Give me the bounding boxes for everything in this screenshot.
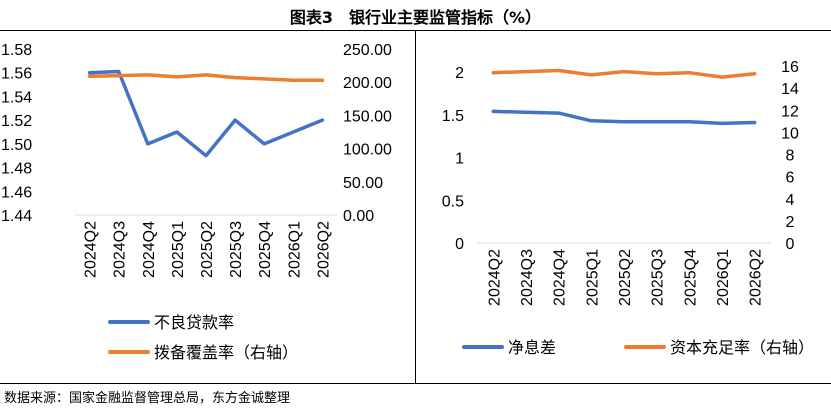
right-axis-tick-label: 8 [786, 148, 795, 165]
right-axis-tick-label: 0.00 [343, 208, 374, 225]
right-axis-tick-label: 12 [781, 103, 799, 120]
panel-divider [415, 31, 416, 383]
right-axis-tick-label: 6 [786, 170, 795, 187]
x-axis-category-label: 2024Q3 [519, 249, 536, 306]
right-axis-tick-label: 250.00 [343, 42, 392, 59]
x-axis-category-label: 2025Q4 [682, 249, 699, 306]
right-axis-tick-label: 4 [786, 192, 795, 209]
x-axis-category-label: 2026Q1 [715, 249, 732, 306]
left-axis-tick-label: 2 [455, 65, 464, 82]
right-axis-tick-label: 10 [781, 125, 799, 142]
x-axis-category-label: 2024Q2 [486, 249, 503, 306]
right-axis-tick-label: 200.00 [343, 75, 392, 92]
legend-label: 拨备覆盖率（右轴） [154, 344, 298, 362]
left-axis-tick-label: 1.48 [1, 161, 32, 178]
x-axis-category-label: 2026Q2 [748, 249, 765, 306]
legend-label: 不良贷款率 [154, 314, 234, 332]
series-line-left-axis [491, 109, 757, 126]
x-axis-category-label: 2026Q2 [315, 221, 332, 278]
left-axis-tick-label: 1.58 [1, 42, 32, 59]
x-axis-category-label: 2025Q1 [584, 249, 601, 306]
right-axis-tick-label: 150.00 [343, 108, 392, 125]
left-axis-tick-label: 0 [455, 236, 464, 253]
x-axis-category-label: 2024Q4 [552, 249, 569, 306]
x-axis-category-label: 2025Q3 [228, 221, 245, 278]
x-axis-category-label: 2025Q4 [257, 221, 274, 278]
x-axis-category-label: 2025Q2 [199, 221, 216, 278]
series-line-right-axis [491, 68, 757, 79]
left-axis-tick-label: 1.5 [442, 108, 464, 125]
x-axis-category-label: 2024Q2 [83, 221, 100, 278]
x-axis-category-label: 2025Q3 [650, 249, 667, 306]
left-axis-tick-label: 1.46 [1, 184, 32, 201]
right-chart: 0 0.5 1 1.5 2 0 2 4 6 8 10 12 14 16 2024Q2 2024Q3 2024Q4… [442, 59, 814, 357]
source-note: 数据来源：国家金融监督管理总局，东方金诚整理 [4, 391, 291, 406]
left-chart: 1.44 1.46 1.48 1.50 1.52 1.54 1.56 1.58 0.00 50.0… [1, 42, 392, 362]
right-axis-tick-label: 50.00 [343, 175, 383, 192]
x-axis-category-label: 2025Q2 [617, 249, 634, 306]
top-rule [0, 30, 831, 31]
left-axis-tick-label: 1.56 [1, 66, 32, 83]
left-axis-tick-label: 1.44 [1, 208, 32, 225]
left-axis-tick-label: 1 [455, 151, 464, 168]
bottom-rule [0, 383, 831, 384]
left-axis-tick-label: 1.52 [1, 113, 32, 130]
left-axis-tick-label: 1.54 [1, 89, 32, 106]
x-axis-category-label: 2025Q1 [170, 221, 187, 278]
series-line-left-axis [87, 69, 325, 158]
legend-label: 资本充足率（右轴） [670, 339, 814, 357]
right-axis-tick-label: 2 [786, 214, 795, 231]
x-axis-category-label: 2026Q1 [286, 221, 303, 278]
legend-label: 净息差 [508, 339, 556, 357]
right-axis-tick-label: 0 [786, 236, 795, 253]
series-line-right-axis [87, 73, 325, 82]
right-axis-tick-label: 16 [781, 59, 799, 76]
x-axis-category-label: 2024Q3 [112, 221, 129, 278]
left-axis-tick-label: 0.5 [442, 193, 464, 210]
x-axis-category-label: 2024Q4 [141, 221, 158, 278]
right-axis-tick-label: 100.00 [343, 142, 392, 159]
left-axis-tick-label: 1.50 [1, 137, 32, 154]
figure-title: 图表3 银行业主要监管指标（%） [289, 8, 542, 27]
right-axis-tick-label: 14 [781, 81, 799, 98]
